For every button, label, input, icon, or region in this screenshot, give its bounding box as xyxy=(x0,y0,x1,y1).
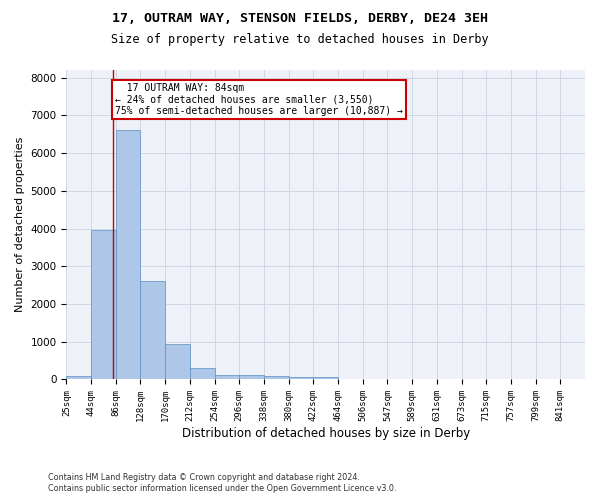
Text: 17 OUTRAM WAY: 84sqm
← 24% of detached houses are smaller (3,550)
75% of semi-de: 17 OUTRAM WAY: 84sqm ← 24% of detached h… xyxy=(115,83,403,116)
Bar xyxy=(264,376,289,380)
Text: Contains public sector information licensed under the Open Government Licence v3: Contains public sector information licen… xyxy=(48,484,397,493)
Text: Size of property relative to detached houses in Derby: Size of property relative to detached ho… xyxy=(111,32,489,46)
Bar xyxy=(91,230,116,380)
Bar xyxy=(313,378,338,380)
Bar xyxy=(239,375,264,380)
Y-axis label: Number of detached properties: Number of detached properties xyxy=(15,137,25,312)
Bar xyxy=(67,376,91,380)
Bar xyxy=(289,377,313,380)
Bar xyxy=(165,344,190,380)
Text: 17, OUTRAM WAY, STENSON FIELDS, DERBY, DE24 3EH: 17, OUTRAM WAY, STENSON FIELDS, DERBY, D… xyxy=(112,12,488,26)
Text: Contains HM Land Registry data © Crown copyright and database right 2024.: Contains HM Land Registry data © Crown c… xyxy=(48,472,360,482)
X-axis label: Distribution of detached houses by size in Derby: Distribution of detached houses by size … xyxy=(182,427,470,440)
Bar xyxy=(140,280,165,380)
Bar xyxy=(215,374,239,380)
Bar xyxy=(190,368,215,380)
Bar xyxy=(116,130,140,380)
